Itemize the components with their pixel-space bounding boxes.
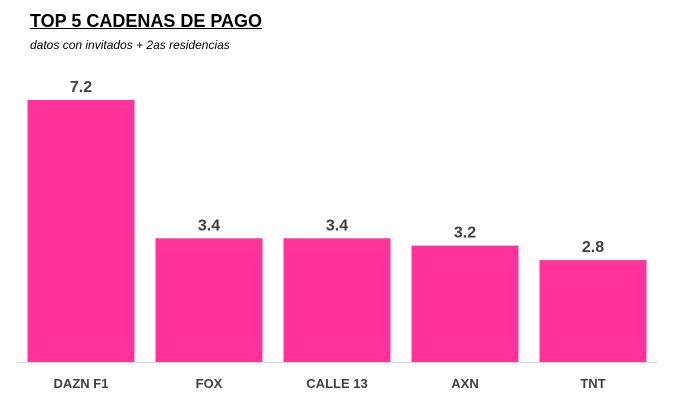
category-label: TNT bbox=[580, 376, 605, 391]
bar-fox bbox=[155, 238, 263, 362]
bar-axn bbox=[411, 245, 519, 362]
value-label: 7.2 bbox=[70, 79, 92, 96]
value-labels: 7.2 3.4 3.4 3.2 2.8 bbox=[70, 79, 604, 256]
value-label: 3.2 bbox=[454, 225, 476, 242]
value-label: 2.8 bbox=[582, 239, 604, 256]
bar-calle-13 bbox=[283, 238, 391, 362]
bars-layer bbox=[27, 100, 647, 362]
chart-subtitle: datos con invitados + 2as residencias bbox=[30, 38, 230, 52]
category-label: AXN bbox=[451, 376, 478, 391]
bar-dazn-f1 bbox=[27, 100, 135, 362]
category-labels: DAZN F1 FOX CALLE 13 AXN TNT bbox=[54, 376, 606, 391]
bar-tnt bbox=[539, 260, 647, 362]
chart-title: TOP 5 CADENAS DE PAGO bbox=[30, 11, 263, 31]
category-label: DAZN F1 bbox=[54, 376, 109, 391]
value-label: 3.4 bbox=[326, 217, 348, 234]
category-label: FOX bbox=[196, 376, 223, 391]
value-label: 3.4 bbox=[198, 217, 220, 234]
category-label: CALLE 13 bbox=[306, 376, 367, 391]
